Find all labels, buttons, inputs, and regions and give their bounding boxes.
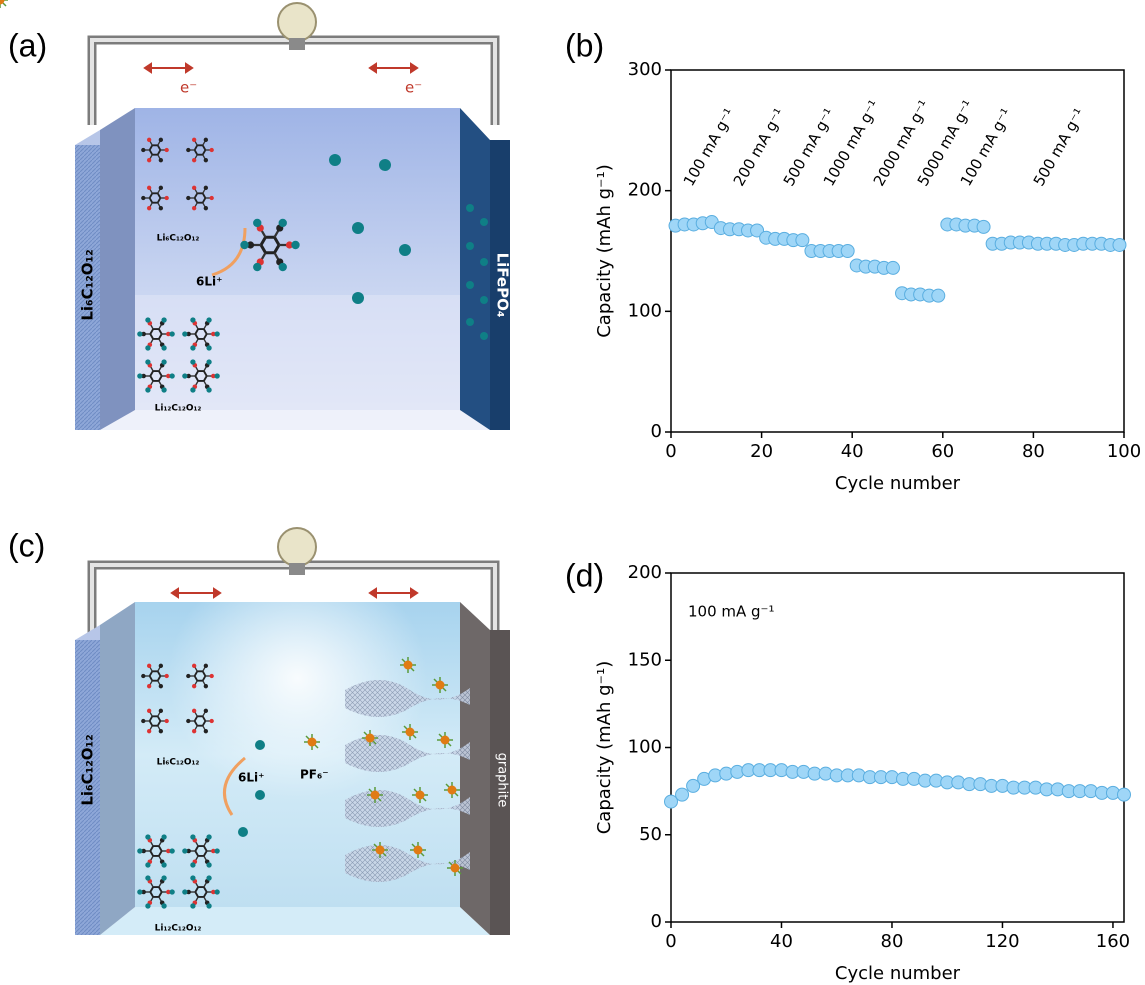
data-point (886, 261, 899, 274)
x-axis-label: Cycle number (835, 963, 961, 984)
data-point (1118, 788, 1131, 801)
x-tick-label: 20 (750, 441, 773, 462)
data-point (841, 245, 854, 258)
y-axis-label: Capacity (mAh g⁻¹) (594, 661, 615, 835)
electron-label: e⁻ (405, 79, 422, 97)
y-tick-label: 50 (639, 824, 662, 845)
x-tick-label: 160 (1096, 931, 1130, 952)
x-tick-label: 120 (985, 931, 1019, 952)
x-tick-label: 100 (1107, 441, 1141, 462)
annotation: 500 mA g⁻¹ (1030, 105, 1089, 189)
y-tick-label: 100 (628, 737, 662, 758)
x-tick-label: 60 (931, 441, 954, 462)
y-tick-label: 150 (628, 649, 662, 670)
annotation: 200 mA g⁻¹ (730, 105, 789, 189)
plot-frame (671, 573, 1124, 922)
electron-label: e⁻ (180, 79, 197, 97)
panel-label: (b) (565, 27, 604, 63)
diagram-a: (a) e⁻ e⁻ Li₆C₁₂O₁₂ LiFePO₄ Li₆C₁₂O₁₂ 6L… (8, 3, 512, 430)
electron-arrow (370, 64, 417, 72)
electron-arrow (370, 589, 417, 597)
anion-label: PF₆⁻ (300, 768, 329, 782)
ion-label: 6Li⁺ (196, 275, 222, 289)
y-tick-label: 200 (628, 180, 662, 201)
electron-arrow (172, 589, 220, 597)
annotation: 100 mA g⁻¹ (680, 105, 739, 189)
data-point (977, 220, 990, 233)
species-label: Li₁₂C₁₂O₁₂ (155, 404, 202, 414)
electron-arrow (145, 64, 192, 72)
species-label: Li₁₂C₁₂O₁₂ (155, 924, 202, 934)
x-tick-label: 40 (841, 441, 864, 462)
x-tick-label: 0 (665, 441, 676, 462)
data-point (932, 289, 945, 302)
data-point (796, 234, 809, 247)
cathode-side (460, 602, 490, 935)
panel-label: (c) (8, 527, 45, 563)
annotation: 100 mA g⁻¹ (688, 603, 775, 621)
x-tick-label: 40 (770, 931, 793, 952)
plot-frame (671, 70, 1124, 432)
x-tick-label: 0 (665, 931, 676, 952)
anode-side (100, 108, 135, 430)
panel-label: (a) (8, 27, 47, 63)
x-axis-label: Cycle number (835, 473, 961, 494)
x-tick-label: 80 (881, 931, 904, 952)
x-tick-label: 80 (1022, 441, 1045, 462)
electrolyte-band (135, 295, 460, 410)
y-tick-label: 0 (651, 911, 662, 932)
panel-label: (d) (565, 557, 604, 593)
y-tick-label: 0 (651, 421, 662, 442)
anode-side (100, 602, 135, 935)
y-axis-label: Capacity (mAh g⁻¹) (594, 164, 615, 338)
data-point (1113, 238, 1126, 251)
species-label: Li₆C₁₂O₁₂ (157, 758, 200, 768)
ion-label: 6Li⁺ (238, 771, 264, 785)
data-point (676, 788, 689, 801)
y-tick-label: 200 (628, 562, 662, 583)
cathode-side (460, 108, 490, 430)
y-tick-label: 300 (628, 59, 662, 80)
anode-label: Li₆C₁₂O₁₂ (79, 249, 97, 320)
cathode-label: LiFePO₄ (494, 253, 512, 318)
anode-label: Li₆C₁₂O₁₂ (79, 734, 97, 805)
y-tick-label: 100 (628, 300, 662, 321)
species-label: Li₆C₁₂O₁₂ (157, 234, 200, 244)
anode-top (75, 130, 100, 145)
cathode-label: graphite (495, 753, 510, 808)
figure: (a) e⁻ e⁻ Li₆C₁₂O₁₂ LiFePO₄ Li₆C₁₂O₁₂ 6L… (0, 0, 1145, 985)
